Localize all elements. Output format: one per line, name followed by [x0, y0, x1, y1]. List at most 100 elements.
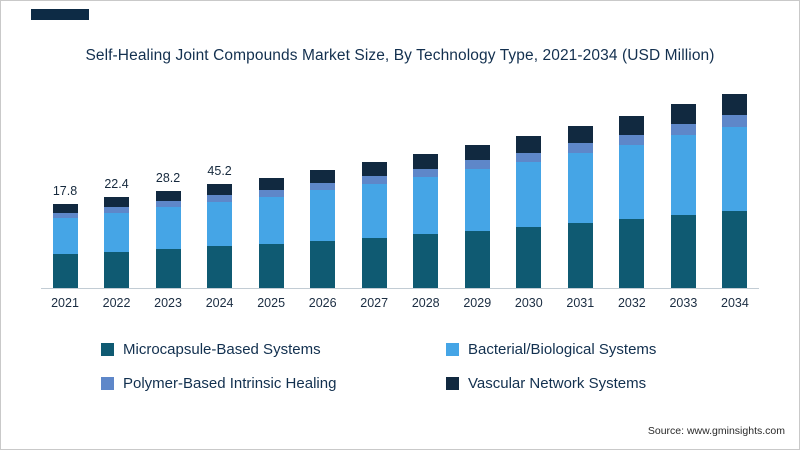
- segment-microcapsule-based-systems: [155, 249, 181, 288]
- x-axis-label-2029: 2029: [463, 296, 492, 310]
- bar-2032: [619, 116, 645, 288]
- segment-polymer-based-intrinsic-healing: [258, 190, 284, 197]
- bar-2021: [52, 204, 78, 288]
- segment-vascular-network-systems: [464, 145, 490, 160]
- bar-2030: [516, 136, 542, 288]
- bar-group-2026: 2026: [299, 91, 347, 310]
- legend-swatch-bacterial-biological-systems: [446, 343, 459, 356]
- plot-area: 17.8 2021 22.4 2022 28.2 2023 45.2 2024 2025 2026…: [41, 91, 759, 310]
- segment-polymer-based-intrinsic-healing: [464, 160, 490, 169]
- segment-vascular-network-systems: [413, 154, 439, 169]
- legend-swatch-microcapsule-based-systems: [101, 343, 114, 356]
- legend-swatch-polymer-based-intrinsic-healing: [101, 377, 114, 390]
- segment-polymer-based-intrinsic-healing: [52, 213, 78, 218]
- bar-group-2023: 28.2 2023: [144, 91, 192, 310]
- segment-polymer-based-intrinsic-healing: [670, 124, 696, 135]
- segment-bacterial-biological-systems: [413, 177, 439, 234]
- x-axis-label-2028: 2028: [411, 296, 440, 310]
- x-axis-label-2025: 2025: [257, 296, 286, 310]
- x-axis-label-2031: 2031: [566, 296, 595, 310]
- segment-microcapsule-based-systems: [516, 227, 542, 288]
- legend-item-bacterial-biological-systems: Bacterial/Biological Systems: [446, 341, 721, 358]
- legend-label: Bacterial/Biological Systems: [468, 341, 657, 358]
- segment-microcapsule-based-systems: [310, 241, 336, 288]
- legend: Microcapsule-Based Systems Bacterial/Biol…: [101, 341, 721, 392]
- bar-group-2034: 2034: [711, 91, 759, 310]
- segment-microcapsule-based-systems: [567, 223, 593, 288]
- bar-value-label: 22.4: [104, 177, 129, 191]
- x-axis-label-2033: 2033: [669, 296, 698, 310]
- bar-2025: [258, 178, 284, 288]
- segment-bacterial-biological-systems: [722, 127, 748, 211]
- segment-vascular-network-systems: [670, 104, 696, 124]
- legend-item-vascular-network-systems: Vascular Network Systems: [446, 375, 721, 392]
- legend-label: Vascular Network Systems: [468, 375, 647, 392]
- segment-vascular-network-systems: [516, 136, 542, 153]
- bar-value-label: 28.2: [155, 171, 181, 185]
- segment-polymer-based-intrinsic-healing: [567, 143, 593, 153]
- segment-microcapsule-based-systems: [722, 211, 748, 288]
- x-axis-label-2030: 2030: [514, 296, 543, 310]
- segment-vascular-network-systems: [207, 184, 233, 195]
- bar-group-2025: 2025: [247, 91, 295, 310]
- source-text: Source: www.gminsights.com: [647, 425, 785, 437]
- segment-polymer-based-intrinsic-healing: [619, 135, 645, 145]
- bar-2026: [310, 170, 336, 288]
- segment-microcapsule-based-systems: [104, 252, 130, 288]
- legend-swatch-vascular-network-systems: [446, 377, 459, 390]
- segment-microcapsule-based-systems: [361, 238, 387, 288]
- legend-label: Polymer-Based Intrinsic Healing: [123, 375, 337, 392]
- segment-polymer-based-intrinsic-healing: [310, 183, 336, 190]
- bar-group-2021: 17.8 2021: [41, 91, 89, 310]
- x-axis-label-2021: 2021: [51, 296, 79, 310]
- bar-group-2033: 2033: [659, 91, 707, 310]
- segment-microcapsule-based-systems: [670, 215, 696, 288]
- bar-value-label: 45.2: [207, 164, 232, 178]
- bar-2023: [155, 191, 181, 288]
- bar-2022: [104, 197, 130, 288]
- x-axis-label-2024: 2024: [205, 296, 234, 310]
- segment-bacterial-biological-systems: [464, 169, 490, 231]
- bar-group-2027: 2027: [350, 91, 398, 310]
- legend-label: Microcapsule-Based Systems: [123, 341, 321, 358]
- bar-2033: [670, 104, 696, 288]
- segment-polymer-based-intrinsic-healing: [104, 207, 130, 213]
- bar-2029: [464, 145, 490, 288]
- bar-group-2031: 2031: [556, 91, 604, 310]
- segment-polymer-based-intrinsic-healing: [361, 176, 387, 184]
- bar-2027: [361, 162, 387, 288]
- segment-vascular-network-systems: [104, 197, 130, 207]
- segment-vascular-network-systems: [619, 116, 645, 135]
- bar-2031: [567, 126, 593, 288]
- segment-polymer-based-intrinsic-healing: [207, 195, 233, 202]
- segment-microcapsule-based-systems: [413, 234, 439, 288]
- segment-microcapsule-based-systems: [52, 254, 78, 288]
- segment-bacterial-biological-systems: [619, 145, 645, 219]
- segment-polymer-based-intrinsic-healing: [516, 153, 542, 162]
- x-axis-label-2023: 2023: [154, 296, 182, 310]
- segment-bacterial-biological-systems: [155, 207, 181, 249]
- segment-microcapsule-based-systems: [464, 231, 490, 288]
- x-axis-label-2026: 2026: [308, 296, 337, 310]
- segment-bacterial-biological-systems: [567, 153, 593, 223]
- segment-vascular-network-systems: [310, 170, 336, 183]
- bar-group-2022: 22.4 2022: [93, 91, 141, 310]
- segment-microcapsule-based-systems: [258, 244, 284, 288]
- bar-value-label: 17.8: [52, 184, 78, 198]
- legend-item-polymer-based-intrinsic-healing: Polymer-Based Intrinsic Healing: [101, 375, 436, 392]
- segment-bacterial-biological-systems: [258, 197, 284, 244]
- segment-bacterial-biological-systems: [361, 184, 387, 238]
- bar-group-2029: 2029: [453, 91, 501, 310]
- segment-vascular-network-systems: [361, 162, 387, 176]
- x-axis-label-2034: 2034: [721, 296, 749, 310]
- bar-group-2032: 2032: [608, 91, 656, 310]
- segment-bacterial-biological-systems: [516, 162, 542, 227]
- segment-bacterial-biological-systems: [310, 190, 336, 241]
- segment-polymer-based-intrinsic-healing: [155, 201, 181, 207]
- bar-2034: [722, 94, 748, 288]
- bar-group-2030: 2030: [505, 91, 553, 310]
- x-axis-label-2022: 2022: [102, 296, 131, 310]
- legend-item-microcapsule-based-systems: Microcapsule-Based Systems: [101, 341, 436, 358]
- segment-vascular-network-systems: [567, 126, 593, 143]
